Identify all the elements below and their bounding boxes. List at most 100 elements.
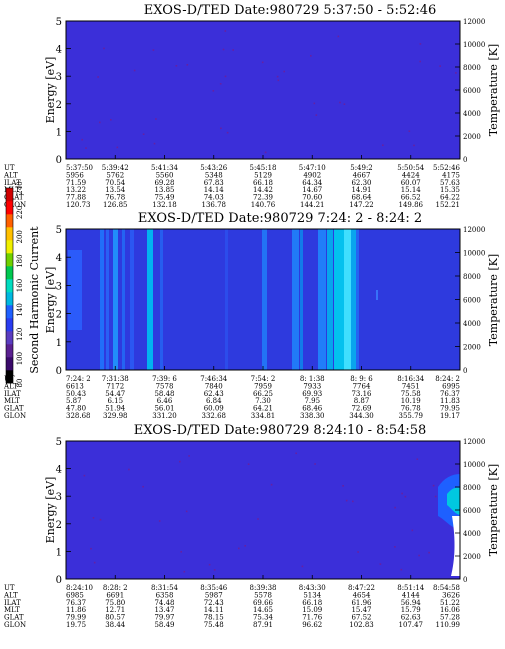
panel-2-y2tick-label: 12000: [463, 226, 485, 234]
panel-2-row-value: 54.47: [105, 390, 125, 398]
panel-3-cyan-core: [447, 487, 460, 515]
panel-1-y2label: Temperature [K]: [487, 44, 500, 136]
panel-3-row-value: 4144: [402, 591, 420, 599]
panel-3-row-value: 69.66: [253, 599, 274, 607]
colorbar-block: [6, 292, 13, 306]
panel-2-orbit-table: UT 7:24: 2 7:31:38 7:39: 6 7:46:34 7:54: 2 8: …: [3, 375, 460, 420]
panel-1-row-value: 15.35: [440, 186, 460, 194]
noise-spot: [345, 499, 348, 502]
noise-spot: [85, 147, 87, 149]
panel-1-y2tick-label: 12000: [463, 18, 485, 26]
panel-2-row-value: 7578: [156, 382, 174, 390]
panel-1-row-value: 4424: [402, 171, 420, 179]
panel-3-ytick-label: 5: [56, 437, 62, 448]
panel-1-row-value: 132.18: [152, 201, 177, 209]
panel-2-row-value: 7933: [303, 382, 321, 390]
noise-spot: [310, 55, 312, 57]
panel-2-ytick-label: 0: [56, 366, 62, 377]
panel-1-y2tick-label: 10000: [463, 41, 485, 49]
panel-2-ytick-label: 4: [56, 253, 62, 264]
noise-spot: [244, 545, 246, 547]
noise-spot: [92, 517, 95, 519]
panel-3-row-label: MLT: [4, 606, 20, 614]
panel-2-row-value: 7959: [254, 382, 272, 390]
panel-2-streak: [113, 229, 118, 370]
panel-1-row-value: 13.54: [105, 186, 126, 194]
panel-1-row-value: 4667: [353, 171, 371, 179]
panel-3-row-value: 75.80: [105, 599, 125, 607]
panel-1-row-value: 70.60: [302, 194, 322, 202]
noise-spot: [224, 30, 227, 32]
colorbar-tick-label: 200: [16, 230, 24, 243]
noise-spot: [81, 138, 83, 141]
noise-spot: [352, 500, 354, 503]
panel-1-ytick-label: 0: [56, 155, 62, 166]
panel-3-plot-area: [66, 441, 460, 579]
panel-2-row-value: 11.83: [440, 397, 460, 405]
colorbar-block: [6, 188, 13, 202]
panel-2-row-value: 76.78: [401, 405, 421, 413]
panel-3-row-value: 51.22: [440, 599, 460, 607]
noise-spot: [219, 83, 222, 85]
panel-3-row-value: 61.96: [351, 599, 372, 607]
noise-spot: [343, 103, 346, 105]
panel-3-row-value: 79.97: [154, 614, 174, 622]
panel-1-row-value: 75.49: [154, 194, 174, 202]
panel-3-title: EXOS-D/TED Date:980729 8:24:10 - 8:54:58: [134, 423, 427, 438]
panel-3-row-value: 4654: [353, 591, 371, 599]
noise-spot: [90, 547, 92, 550]
panel-3-row-value: 72.43: [204, 599, 224, 607]
panel-3-row-value: 16.06: [440, 606, 461, 614]
panel-3-row-value: 14.65: [253, 606, 273, 614]
panel-2-row-value: 5.87: [66, 397, 82, 405]
panel-3-spots: [83, 452, 458, 573]
panel-2-streak: [68, 250, 82, 330]
noise-spot: [158, 520, 161, 522]
panel-2-row-value: 68.46: [302, 405, 323, 413]
panel-3-row-value: 13.47: [154, 606, 174, 614]
noise-spot: [261, 61, 264, 64]
noise-spot: [110, 119, 112, 121]
panel-3-row-value: 107.47: [399, 621, 424, 629]
noise-spot: [401, 492, 403, 495]
panel-1-row-label: UT: [4, 164, 15, 172]
panel-3-row-label: GLON: [4, 621, 26, 629]
panel-2-y2label: Temperature [K]: [487, 254, 500, 346]
panel-2-row-label: UT: [4, 375, 15, 383]
panel-3-row-value: 8:35:46: [200, 584, 228, 592]
panel-2-row-value: 329.98: [103, 412, 128, 420]
panel-2-streak: [344, 229, 351, 370]
panel-1-row-value: 5:49:2: [350, 164, 373, 172]
panel-2-row-label: ALT: [3, 382, 18, 390]
noise-spot: [142, 133, 145, 135]
colorbar-label: Second Harmonic Current: [28, 226, 41, 374]
panel-1-row-value: 5:41:34: [151, 164, 179, 172]
panel-1-row-label: ALT: [3, 171, 18, 179]
colorbar-tick-label: 240: [16, 181, 24, 194]
panel-3-row-value: 71.76: [302, 614, 323, 622]
panel-2-row-value: 60.09: [204, 405, 224, 413]
panel-2-row-value: 10.19: [401, 397, 421, 405]
panel-2-streak: [327, 229, 333, 370]
colorbar-block: [6, 318, 13, 332]
panel-1-y2ticks: 0 2000 4000 6000 8000 10000 12000: [455, 18, 485, 164]
panel-1-title: EXOS-D/TED Date:980729 5:37:50 - 5:52:46: [144, 3, 437, 18]
panel-3-row-value: 74.48: [154, 599, 174, 607]
noise-spot: [222, 48, 225, 51]
colorbar-block: [6, 240, 13, 254]
noise-spot: [128, 468, 130, 471]
panel-3-row-value: 110.99: [436, 621, 461, 629]
panel-1-row-value: 13.85: [154, 186, 174, 194]
panel-2-row-value: 56.01: [154, 405, 174, 413]
panel-2-row-value: 7451: [402, 382, 420, 390]
panel-1-row-value: 71.59: [66, 179, 86, 187]
panel-3-row-value: 15.47: [351, 606, 371, 614]
noise-spot: [188, 455, 190, 457]
panel-1-row-value: 4175: [442, 171, 460, 179]
panel-3-row-value: 96.62: [302, 621, 322, 629]
panel-2-row-value: 64.21: [253, 405, 273, 413]
noise-spot: [226, 131, 229, 134]
noise-spot: [408, 130, 411, 132]
panel-2-row-label: ILAT: [4, 390, 21, 398]
panel-3-row-value: 6358: [156, 591, 174, 599]
